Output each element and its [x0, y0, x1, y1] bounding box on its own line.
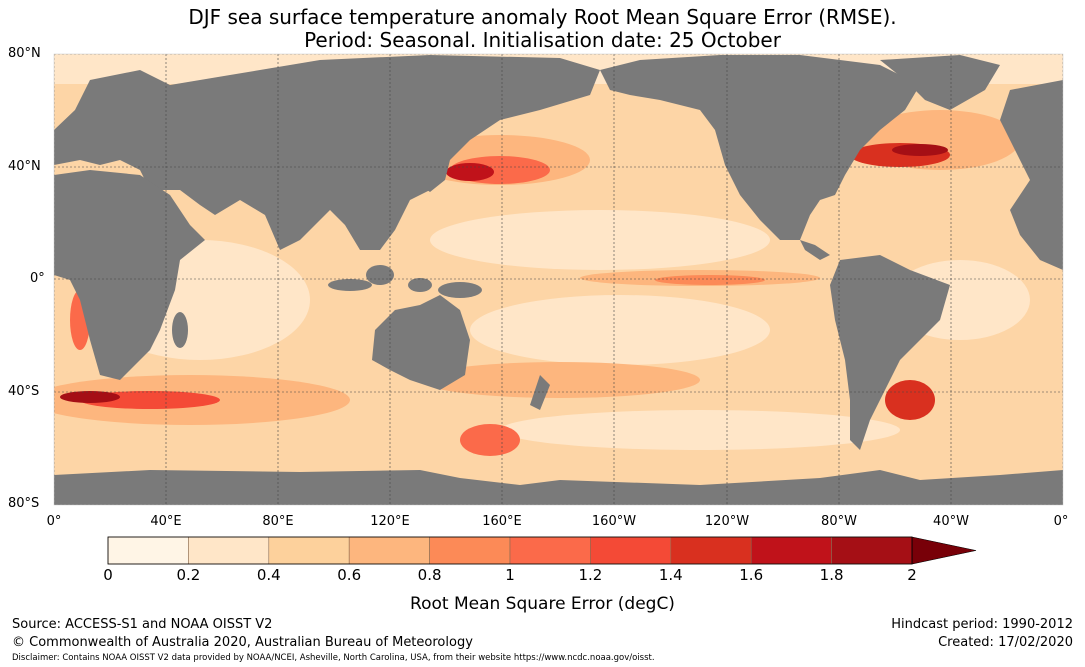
chart-title: DJF sea surface temperature anomaly Root…	[188, 5, 897, 29]
hindcast-period: Hindcast period: 1990-2012	[891, 617, 1073, 632]
lon-label: 40°W	[933, 514, 969, 529]
lon-label: 80°E	[262, 514, 294, 529]
antarctica-landmass	[54, 470, 1063, 505]
colorbar-bin	[750, 536, 832, 565]
graticule	[54, 54, 1063, 505]
colorbar-label: Root Mean Square Error (degC)	[410, 594, 675, 614]
lat-label-0: 0°	[30, 271, 45, 286]
high-error-regions	[60, 143, 950, 456]
lon-label: 120°E	[370, 514, 410, 529]
colorbar-tick-label: 1.8	[819, 566, 844, 584]
colorbar-tick-label: 0.4	[256, 566, 281, 584]
colorbar-tick-label: 0.8	[417, 566, 442, 584]
source-text: Source: ACCESS-S1 and NOAA OISST V2	[12, 617, 273, 632]
disclaimer-text: Disclaimer: Contains NOAA OISST V2 data …	[12, 653, 655, 663]
lon-label: 0°	[1053, 514, 1069, 529]
colorbar-tick-label: 1.6	[739, 566, 764, 584]
colorbar-tick-label: 1	[505, 566, 515, 584]
colorbar-tick-label: 0	[103, 566, 113, 584]
colorbar-tick-label: 0.2	[176, 566, 201, 584]
rmse-map	[53, 53, 1064, 506]
colorbar-extend-arrow	[911, 536, 977, 565]
colorbar-tick-label: 1.2	[578, 566, 603, 584]
colorbar-frame	[107, 536, 913, 565]
land-masses	[54, 55, 1063, 505]
chart-subtitle: Period: Seasonal. Initialisation date: 2…	[304, 28, 781, 52]
copyright-text: © Commonwealth of Australia 2020, Austra…	[12, 635, 473, 650]
colorbar-bin	[268, 536, 350, 565]
colorbar-bin	[429, 536, 511, 565]
lat-label-80s: 80°S	[8, 496, 40, 511]
colorbar	[107, 536, 977, 565]
colorbar-tick-label: 1.4	[658, 566, 683, 584]
australia-landmass	[372, 295, 470, 390]
colorbar-bin	[831, 536, 913, 565]
lat-label-40n: 40°N	[8, 159, 41, 174]
colorbar-bin	[590, 536, 672, 565]
africa-landmass	[54, 170, 205, 380]
colorbar-tick-label: 0.6	[337, 566, 362, 584]
colorbar-bin	[670, 536, 752, 565]
lon-label: 0°	[46, 514, 62, 529]
lat-label-80n: 80°N	[8, 46, 41, 61]
lon-label: 120°W	[704, 514, 750, 529]
lat-label-40s: 40°S	[8, 384, 40, 399]
colorbar-bin	[188, 536, 270, 565]
colorbar-bin	[509, 536, 591, 565]
colorbar-bin	[107, 536, 189, 565]
lon-label: 80°W	[821, 514, 857, 529]
eurasia-landmass	[54, 55, 600, 250]
created-date: Created: 17/02/2020	[938, 635, 1073, 650]
map-frame	[53, 53, 1064, 506]
north-america-landmass	[600, 55, 920, 240]
colorbar-tick-label: 2	[907, 566, 917, 584]
south-america-landmass	[830, 255, 950, 450]
greenland-landmass	[880, 55, 1000, 110]
colorbar-bin	[348, 536, 430, 565]
lon-label: 40°E	[150, 514, 182, 529]
lon-label: 160°W	[591, 514, 637, 529]
lon-label: 160°E	[482, 514, 522, 529]
